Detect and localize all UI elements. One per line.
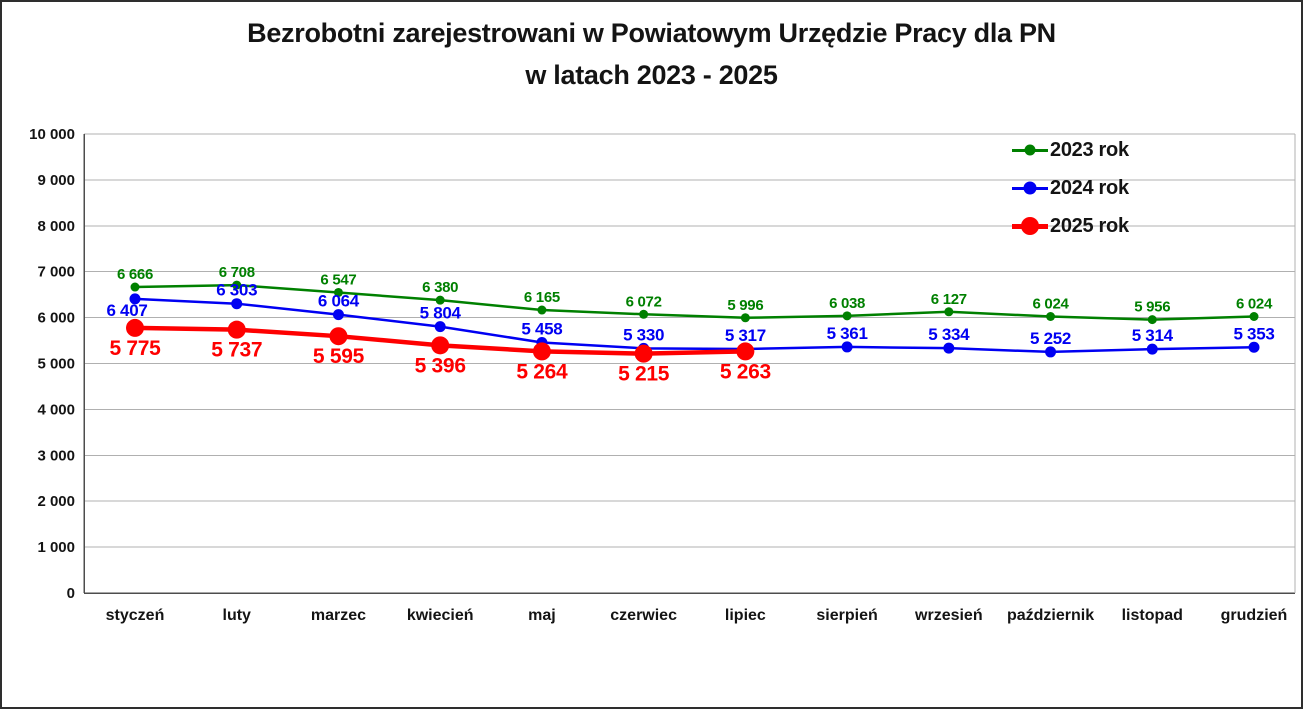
legend-label-2025: 2025 rok: [1050, 214, 1129, 237]
data-point: [639, 309, 649, 319]
y-tick-label: 9 000: [37, 172, 75, 189]
data-label: 5 804: [420, 304, 462, 323]
data-label: 6 038: [829, 295, 865, 312]
data-point: [1248, 341, 1260, 353]
y-tick-label: 7 000: [37, 264, 75, 281]
x-category-label: październik: [1007, 607, 1094, 624]
data-label: 5 775: [109, 337, 161, 360]
data-label: 5 334: [928, 325, 970, 344]
data-point: [435, 295, 445, 305]
x-category-label: czerwiec: [610, 607, 677, 624]
y-tick-label: 8 000: [37, 218, 75, 235]
data-label: 6 165: [524, 289, 560, 306]
legend-marker-2025-icon: [1012, 216, 1048, 236]
data-label: 5 264: [516, 360, 568, 383]
data-point: [943, 342, 955, 354]
chart-legend: 2023 rok 2024 rok 2025 rok: [1012, 131, 1129, 245]
data-point: [1147, 315, 1157, 325]
x-category-label: luty: [223, 607, 252, 624]
data-point: [736, 342, 755, 361]
x-category-label: listopad: [1122, 607, 1183, 624]
data-label: 5 595: [313, 345, 365, 368]
data-label: 5 317: [725, 326, 766, 345]
data-label: 6 303: [216, 281, 257, 300]
x-category-label: kwiecień: [407, 607, 474, 624]
data-label: 5 396: [415, 354, 466, 377]
y-tick-label: 4 000: [37, 401, 75, 418]
y-tick-label: 3 000: [37, 447, 75, 464]
x-category-label: marzec: [311, 607, 366, 624]
data-point: [1046, 311, 1056, 321]
data-label: 6 127: [931, 291, 967, 308]
data-label: 5 252: [1030, 329, 1071, 348]
data-point: [332, 309, 344, 321]
data-label: 5 215: [618, 363, 670, 386]
x-category-label: wrzesień: [914, 607, 983, 624]
data-point: [130, 282, 140, 292]
data-label: 5 737: [211, 339, 262, 362]
legend-item-2025: 2025 rok: [1012, 207, 1129, 245]
data-label: 5 314: [1132, 326, 1174, 345]
y-tick-label: 6 000: [37, 310, 75, 327]
data-point: [1045, 346, 1057, 358]
data-point: [740, 313, 750, 323]
data-label: 6 407: [106, 301, 147, 320]
data-label: 6 064: [318, 292, 360, 311]
data-label: 5 353: [1233, 324, 1274, 343]
data-label: 5 458: [521, 319, 562, 338]
data-label: 6 072: [626, 293, 662, 310]
series-line-2024-rok: [133, 297, 1256, 354]
chart-title: Bezrobotni zarejestrowani w Powiatowym U…: [2, 12, 1301, 96]
legend-item-2024: 2024 rok: [1012, 169, 1129, 207]
x-category-label: grudzień: [1221, 607, 1288, 624]
data-point: [944, 307, 954, 317]
data-point: [537, 305, 547, 315]
chart-title-line2: w latach 2023 - 2025: [525, 60, 778, 90]
data-label: 6 024: [1033, 295, 1070, 312]
data-label: 5 330: [623, 325, 664, 344]
data-label: 5 263: [720, 360, 771, 383]
data-point: [232, 280, 242, 290]
x-category-label: styczeń: [106, 607, 165, 624]
legend-item-2023: 2023 rok: [1012, 131, 1129, 169]
legend-marker-2023-icon: [1012, 140, 1048, 160]
chart-title-line1: Bezrobotni zarejestrowani w Powiatowym U…: [247, 18, 1056, 48]
data-point: [431, 336, 450, 355]
y-tick-label: 0: [67, 585, 75, 602]
data-label: 5 361: [827, 324, 868, 343]
data-point: [842, 311, 852, 321]
legend-marker-2024-icon: [1012, 178, 1048, 198]
data-point: [1249, 311, 1259, 321]
data-point: [129, 293, 141, 305]
data-point: [329, 327, 348, 346]
legend-label-2024: 2024 rok: [1050, 176, 1129, 199]
x-category-label: maj: [528, 607, 556, 624]
data-point: [231, 298, 243, 310]
y-tick-label: 2 000: [37, 493, 75, 510]
data-point: [126, 318, 144, 337]
data-label: 6 666: [117, 266, 153, 283]
data-point: [227, 320, 246, 339]
data-point: [532, 342, 551, 361]
data-label: 5 956: [1134, 299, 1170, 316]
data-point: [1146, 343, 1158, 355]
data-label: 6 024: [1236, 295, 1273, 312]
series-line-2023-rok: [133, 283, 1256, 321]
data-point: [841, 341, 853, 353]
data-point: [333, 287, 343, 297]
legend-label-2023: 2023 rok: [1050, 138, 1129, 161]
data-label: 5 996: [727, 297, 763, 314]
y-tick-label: 1 000: [37, 539, 75, 556]
x-category-label: sierpień: [816, 607, 877, 624]
data-point: [634, 344, 653, 363]
data-label: 6 708: [219, 264, 255, 281]
data-label: 6 380: [422, 279, 458, 296]
data-label: 6 547: [320, 271, 356, 288]
y-tick-label: 5 000: [37, 356, 75, 373]
y-tick-label: 10 000: [29, 126, 75, 143]
x-category-label: lipiec: [725, 607, 766, 624]
data-point: [434, 321, 446, 333]
